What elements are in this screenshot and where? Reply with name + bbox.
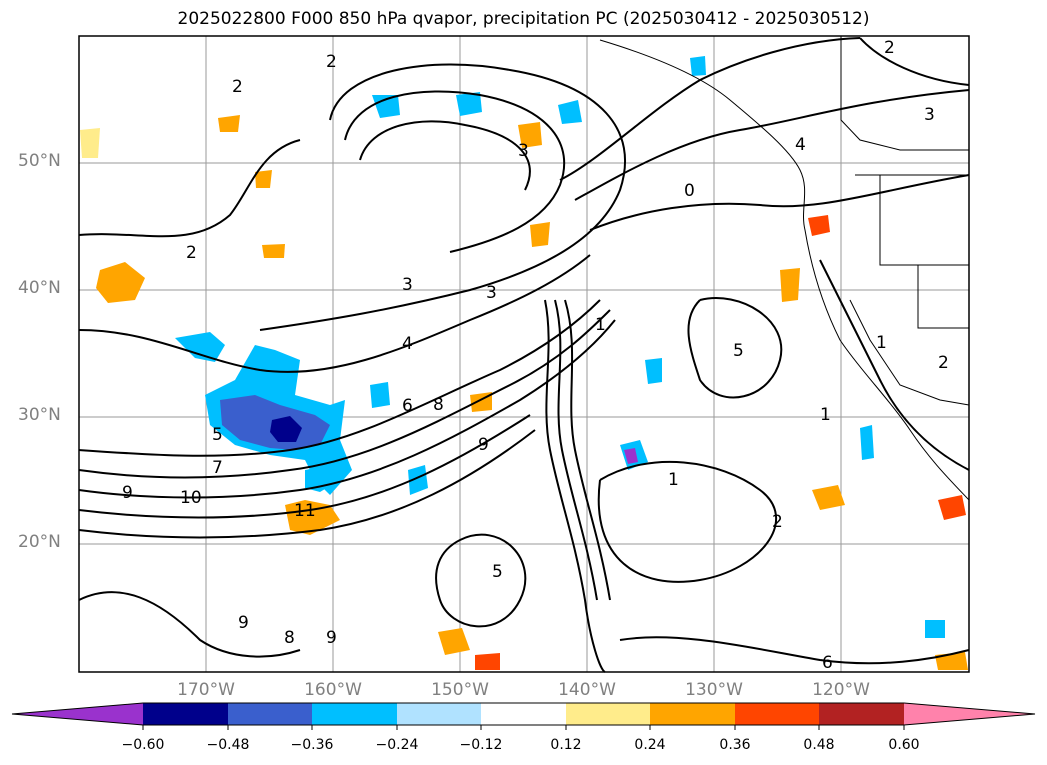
colorbar-tick-label: 0.12 [550, 737, 582, 753]
colorbar-ticks [142, 725, 905, 730]
colorbar [11, 702, 1036, 730]
contour-label: 5 [733, 341, 744, 361]
lon-tick-label: 140°W [558, 680, 616, 700]
colorbar-tick-label: −0.24 [375, 737, 419, 753]
contour-label: 5 [492, 562, 503, 582]
colorbar-bin [566, 703, 650, 725]
lon-tick-label: 120°W [812, 680, 870, 700]
contour-label: 6 [822, 653, 833, 673]
contour-label: 1 [820, 405, 831, 425]
lon-tick-label: 160°W [304, 680, 362, 700]
qvapor-contours [78, 37, 970, 673]
contour-label: 8 [284, 628, 295, 648]
contour-label: 2 [884, 38, 895, 58]
contour-label: 6 [402, 396, 413, 416]
contour-label: 2 [938, 353, 949, 373]
colorbar-tick-label: −0.48 [206, 737, 250, 753]
lon-tick-label: 130°W [685, 680, 743, 700]
map-border [78, 35, 970, 673]
lat-tick-label: 50°N [18, 151, 61, 171]
contour-label: 9 [122, 483, 133, 503]
contour-label: 4 [402, 334, 413, 354]
lon-tick-label: 170°W [177, 680, 235, 700]
contour-label: 2 [326, 52, 337, 72]
contour-label: 2 [186, 243, 197, 263]
contour-label: 0 [684, 181, 695, 201]
contour-label: 2 [772, 512, 783, 532]
contour-label: 10 [180, 488, 202, 508]
contour-label: 4 [795, 135, 806, 155]
contour-label: 9 [326, 628, 337, 648]
colorbar-tick-label: 0.24 [634, 737, 666, 753]
colorbar-bin [312, 703, 397, 725]
lat-tick-label: 40°N [18, 278, 61, 298]
colorbar-tick-label: 0.48 [803, 737, 835, 753]
colorbar-bin [819, 703, 904, 725]
graticule [79, 36, 969, 672]
colorbar-bin [650, 703, 735, 725]
colorbar-bin [143, 703, 228, 725]
colorbar-bin [397, 703, 481, 725]
contour-label: 3 [924, 105, 935, 125]
contour-label: 3 [402, 275, 413, 295]
lat-tick-label: 30°N [18, 405, 61, 425]
contour-label: 1 [876, 333, 887, 353]
contour-label: 7 [212, 458, 223, 478]
colorbar-extend-max [904, 703, 1035, 725]
lon-tick-label: 150°W [431, 680, 489, 700]
contour-label: 1 [595, 315, 606, 335]
contour-label: 11 [294, 501, 316, 521]
contour-label: 5 [212, 425, 223, 445]
contour-label: 2 [232, 77, 243, 97]
precip-fill [80, 56, 968, 670]
lat-tick-label: 20°N [18, 532, 61, 552]
colorbar-tick-label: 0.60 [888, 737, 920, 753]
map-title: 2025022800 F000 850 hPa qvapor, precipit… [177, 9, 870, 29]
contour-label: 1 [668, 470, 679, 490]
contour-label: 3 [518, 141, 529, 161]
contour-label: 8 [433, 395, 444, 415]
colorbar-tick-label: −0.36 [290, 737, 334, 753]
colorbar-tick-label: 0.36 [719, 737, 751, 753]
contour-label-group: 2 2 2 2 3 3 3 3 4 4 5 5 6 7 8 9 10 11 1 … [122, 38, 949, 673]
contour-label: 3 [486, 283, 497, 303]
colorbar-tick-label: −0.60 [121, 737, 165, 753]
colorbar-bin [228, 703, 312, 725]
coastlines [599, 36, 970, 501]
colorbar-tick-label: −0.12 [459, 737, 503, 753]
contour-label: 9 [478, 435, 489, 455]
colorbar-bin [481, 703, 566, 725]
colorbar-extend-min [12, 703, 143, 725]
contour-label: 9 [238, 613, 249, 633]
colorbar-bin [735, 703, 819, 725]
